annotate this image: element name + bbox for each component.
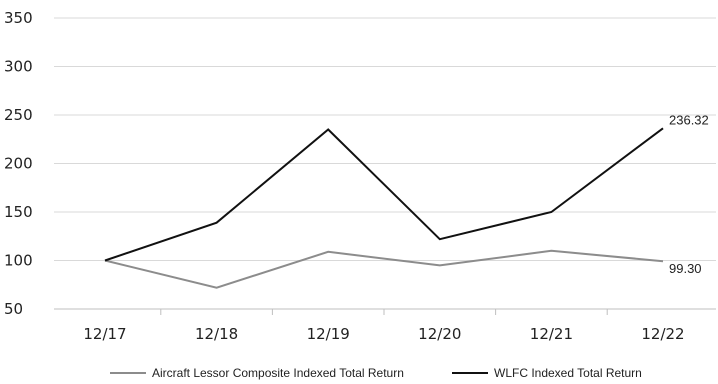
y-tick-label: 350	[4, 9, 33, 27]
legend-label: WLFC Indexed Total Return	[494, 366, 642, 380]
x-tick-label: 12/20	[418, 325, 461, 343]
y-tick-label: 200	[4, 155, 33, 173]
gridlines	[54, 17, 716, 315]
y-tick-label: 250	[4, 106, 33, 124]
data-labels: 99.30 236.32	[669, 112, 709, 276]
series-lines	[104, 127, 664, 289]
data-label-end: 236.32	[669, 112, 709, 127]
x-tick-label: 12/18	[195, 325, 238, 343]
legend-label: Aircraft Lessor Composite Indexed Total …	[152, 366, 404, 380]
x-tick-label: 12/21	[530, 325, 573, 343]
x-tick-label: 12/22	[641, 325, 684, 343]
series-line-1	[104, 249, 664, 289]
x-axis-ticks: 12/17 12/18 12/19 12/20 12/21 12/22	[83, 325, 684, 343]
data-label-end: 99.30	[669, 261, 702, 276]
y-axis-ticks: 50 100 150 200 250 300 350	[4, 9, 33, 318]
series-line-2	[104, 127, 664, 262]
x-tick-label: 12/17	[83, 325, 126, 343]
x-tick-label: 12/19	[307, 325, 350, 343]
y-tick-label: 300	[4, 58, 33, 76]
y-tick-label: 150	[4, 203, 33, 221]
legend: Aircraft Lessor Composite Indexed Total …	[110, 366, 642, 380]
y-tick-label: 100	[4, 252, 33, 270]
y-tick-label: 50	[4, 300, 23, 318]
